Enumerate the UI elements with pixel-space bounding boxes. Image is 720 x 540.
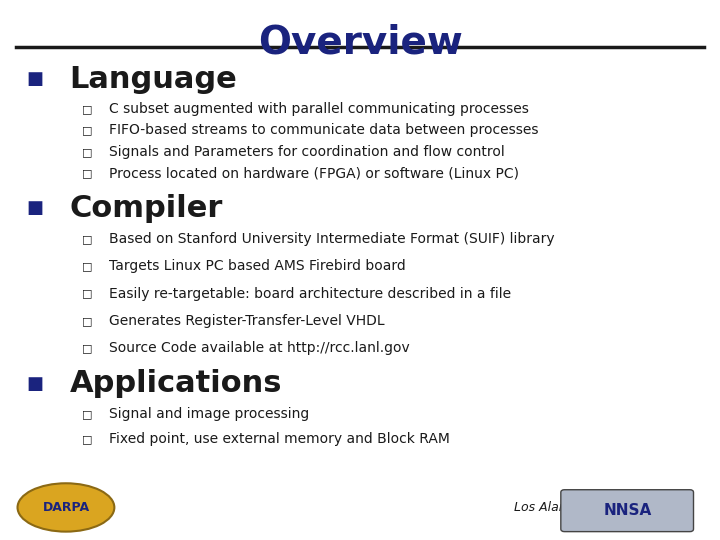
Text: □: □ — [81, 409, 92, 419]
Text: □: □ — [81, 343, 92, 354]
Text: Language: Language — [70, 65, 238, 94]
Text: Signal and image processing: Signal and image processing — [109, 407, 309, 421]
Text: Generates Register-Transfer-Level VHDL: Generates Register-Transfer-Level VHDL — [109, 314, 384, 328]
Text: Process located on hardware (FPGA) or software (Linux PC): Process located on hardware (FPGA) or so… — [109, 166, 519, 180]
Text: □: □ — [81, 147, 92, 157]
Text: □: □ — [81, 261, 92, 271]
Text: Targets Linux PC based AMS Firebird board: Targets Linux PC based AMS Firebird boar… — [109, 259, 406, 273]
Text: □: □ — [81, 168, 92, 178]
FancyBboxPatch shape — [561, 490, 693, 531]
Text: Source Code available at http://rcc.lanl.gov: Source Code available at http://rcc.lanl… — [109, 341, 410, 355]
Text: □: □ — [81, 289, 92, 299]
Text: Compiler: Compiler — [70, 194, 223, 222]
Text: □: □ — [81, 234, 92, 244]
Text: □: □ — [81, 104, 92, 114]
Text: Signals and Parameters for coordination and flow control: Signals and Parameters for coordination … — [109, 145, 505, 159]
Text: ■: ■ — [27, 199, 43, 217]
Text: NNSA: NNSA — [603, 503, 652, 518]
Text: Easily re-targetable: board architecture described in a file: Easily re-targetable: board architecture… — [109, 287, 511, 301]
Text: ■: ■ — [27, 70, 43, 88]
Ellipse shape — [17, 483, 114, 531]
Text: Applications: Applications — [70, 369, 282, 399]
Text: Los Alamos National Lab: Los Alamos National Lab — [514, 501, 667, 514]
Text: FIFO-based streams to communicate data between processes: FIFO-based streams to communicate data b… — [109, 123, 539, 137]
Text: DARPA: DARPA — [42, 501, 89, 514]
Text: Overview: Overview — [258, 24, 462, 62]
Text: □: □ — [81, 316, 92, 326]
Text: ■: ■ — [27, 375, 43, 393]
Text: C subset augmented with parallel communicating processes: C subset augmented with parallel communi… — [109, 102, 529, 116]
Text: Based on Stanford University Intermediate Format (SUIF) library: Based on Stanford University Intermediat… — [109, 232, 554, 246]
Text: □: □ — [81, 125, 92, 136]
Text: □: □ — [81, 434, 92, 444]
Text: Fixed point, use external memory and Block RAM: Fixed point, use external memory and Blo… — [109, 432, 450, 446]
